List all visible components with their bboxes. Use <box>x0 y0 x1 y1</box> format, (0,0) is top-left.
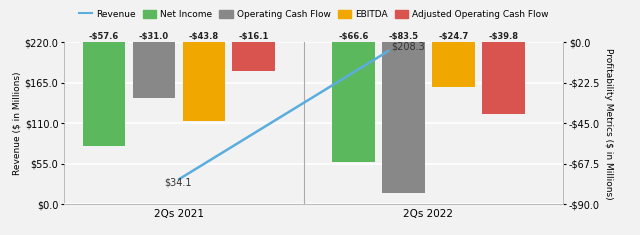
Text: -$31.0: -$31.0 <box>139 32 169 41</box>
Bar <box>232 42 275 71</box>
Text: -$66.6: -$66.6 <box>339 32 369 41</box>
Bar <box>132 42 175 98</box>
Bar <box>83 42 125 146</box>
Text: -$24.7: -$24.7 <box>438 32 468 41</box>
Bar <box>182 42 225 121</box>
Text: -$39.8: -$39.8 <box>488 32 518 41</box>
Bar <box>382 42 425 193</box>
Text: -$16.1: -$16.1 <box>239 32 269 41</box>
Text: $208.3: $208.3 <box>391 41 425 51</box>
Y-axis label: Revenue ($ in Millions): Revenue ($ in Millions) <box>13 72 22 175</box>
Text: $34.1: $34.1 <box>164 178 191 188</box>
Legend: Revenue, Net Income, Operating Cash Flow, EBITDA, Adjusted Operating Cash Flow: Revenue, Net Income, Operating Cash Flow… <box>76 6 552 23</box>
Text: -$83.5: -$83.5 <box>388 32 419 41</box>
Y-axis label: Profitability Metrics ($ in Millions): Profitability Metrics ($ in Millions) <box>604 47 613 199</box>
Text: -$57.6: -$57.6 <box>89 32 119 41</box>
Text: -$43.8: -$43.8 <box>189 32 219 41</box>
Bar <box>332 42 375 162</box>
Bar <box>432 42 475 87</box>
Bar <box>482 42 525 114</box>
